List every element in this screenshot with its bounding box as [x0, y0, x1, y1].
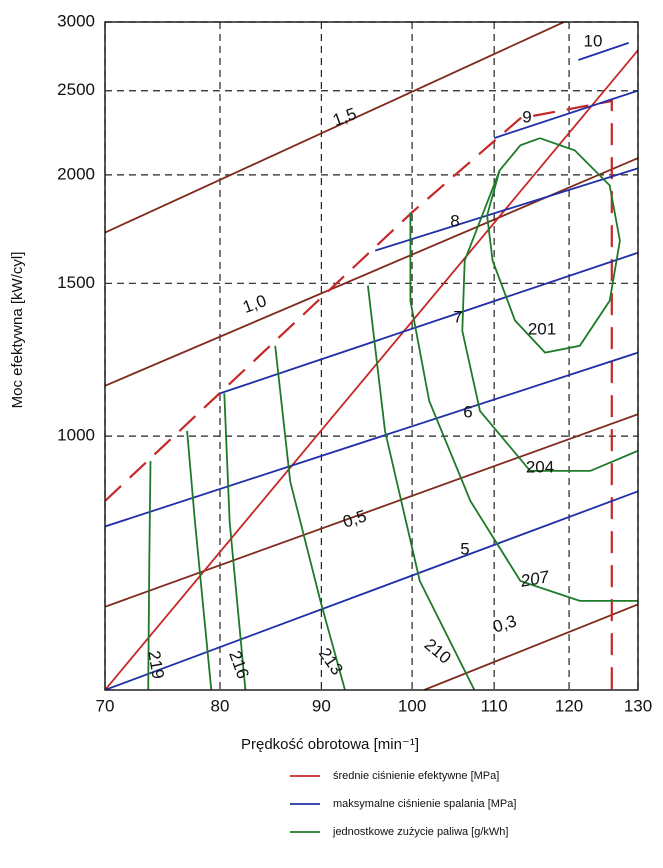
curve-label: 213 — [315, 644, 347, 678]
curve-label: 219 — [144, 649, 168, 680]
curve — [409, 212, 638, 602]
curve — [147, 461, 152, 690]
y-tick-label: 1000 — [57, 426, 95, 445]
curve — [105, 351, 638, 528]
legend-label: średnie ciśnienie efektywne [MPa] — [333, 770, 499, 782]
x-tick-label: 110 — [481, 696, 508, 715]
curve-label: 204 — [526, 457, 554, 476]
y-tick-label: 1500 — [57, 273, 95, 292]
legend-label: maksymalne ciśnienie spalania [MPa] — [333, 798, 516, 810]
curve — [578, 42, 629, 61]
x-axis-label: Prędkość obrotowa [min⁻¹] — [241, 736, 419, 753]
y-tick-label: 3000 — [57, 11, 95, 30]
x-tick-label: 80 — [211, 696, 230, 715]
curve-label: 1,5 — [330, 104, 359, 130]
x-tick-label: 100 — [398, 696, 426, 715]
curve — [219, 251, 638, 395]
curve-label: 216 — [225, 648, 253, 681]
curve — [105, 490, 638, 690]
curve — [493, 89, 638, 139]
curve — [461, 170, 638, 472]
curve-label: 7 — [453, 307, 462, 326]
curve — [105, 22, 565, 234]
curve-label: 0,5 — [341, 506, 369, 531]
legend-label: jednostkowe zużycie paliwa [g/kWh] — [332, 826, 508, 838]
curve — [423, 603, 638, 690]
y-tick-label: 2000 — [57, 164, 95, 183]
curve-label: 10 — [584, 31, 603, 50]
curve-label: 5 — [460, 539, 469, 558]
curve-label: 201 — [528, 319, 556, 338]
curve-label: 207 — [518, 567, 551, 591]
curve-label: 8 — [450, 211, 459, 230]
curve — [186, 430, 213, 690]
x-tick-label: 130 — [624, 696, 652, 715]
curve — [367, 285, 476, 690]
curve — [105, 99, 613, 690]
y-tick-label: 2500 — [57, 80, 95, 99]
curve-label: 6 — [463, 402, 472, 421]
x-tick-label: 120 — [555, 696, 583, 715]
curve-label: 9 — [522, 107, 531, 126]
curve — [274, 345, 346, 690]
y-axis-label: Moc efektywna [kW/cyl] — [9, 252, 26, 409]
curve — [105, 157, 638, 387]
x-tick-label: 90 — [312, 696, 331, 715]
plot-frame — [104, 21, 639, 691]
curve — [374, 167, 638, 252]
curve-label: 1,0 — [240, 291, 269, 317]
curve — [105, 413, 638, 608]
x-tick-label: 70 — [96, 696, 115, 715]
curve — [223, 393, 247, 690]
curve — [105, 49, 638, 690]
